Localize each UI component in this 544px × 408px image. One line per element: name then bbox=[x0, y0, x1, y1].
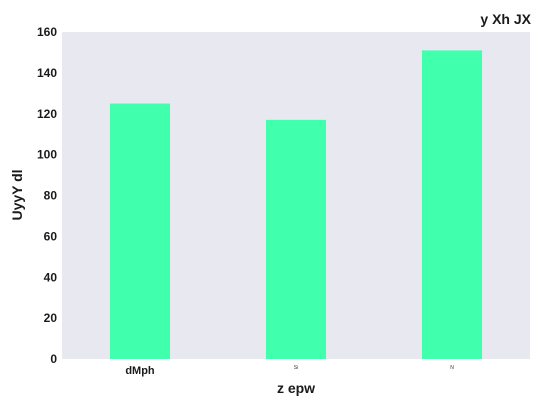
y-tick-label: 120 bbox=[37, 107, 57, 121]
x-tick-labels: dMph Si N bbox=[125, 365, 454, 377]
bar-si bbox=[265, 119, 327, 359]
bar-dmph bbox=[109, 103, 171, 359]
y-tick-label: 80 bbox=[44, 189, 58, 203]
y-tick-label: 140 bbox=[37, 66, 57, 80]
y-axis-label: UyyY dl bbox=[9, 169, 25, 220]
y-tick-label: 0 bbox=[50, 352, 57, 366]
x-axis-label: z epw bbox=[277, 380, 315, 396]
y-tick-label: 60 bbox=[44, 229, 58, 243]
y-tick-label: 20 bbox=[44, 311, 58, 325]
x-tick-label: dMph bbox=[125, 365, 155, 377]
chart-title: y Xh JX bbox=[480, 11, 531, 27]
y-tick-labels: 0 20 40 60 80 100 120 140 160 bbox=[37, 25, 57, 366]
y-tick-label: 40 bbox=[44, 270, 58, 284]
y-tick-label: 160 bbox=[37, 25, 57, 39]
bar-n bbox=[421, 50, 483, 360]
bars bbox=[109, 50, 483, 360]
x-tick-label: Si bbox=[294, 365, 298, 371]
x-tick-label: N bbox=[450, 365, 454, 371]
y-tick-label: 100 bbox=[37, 148, 57, 162]
